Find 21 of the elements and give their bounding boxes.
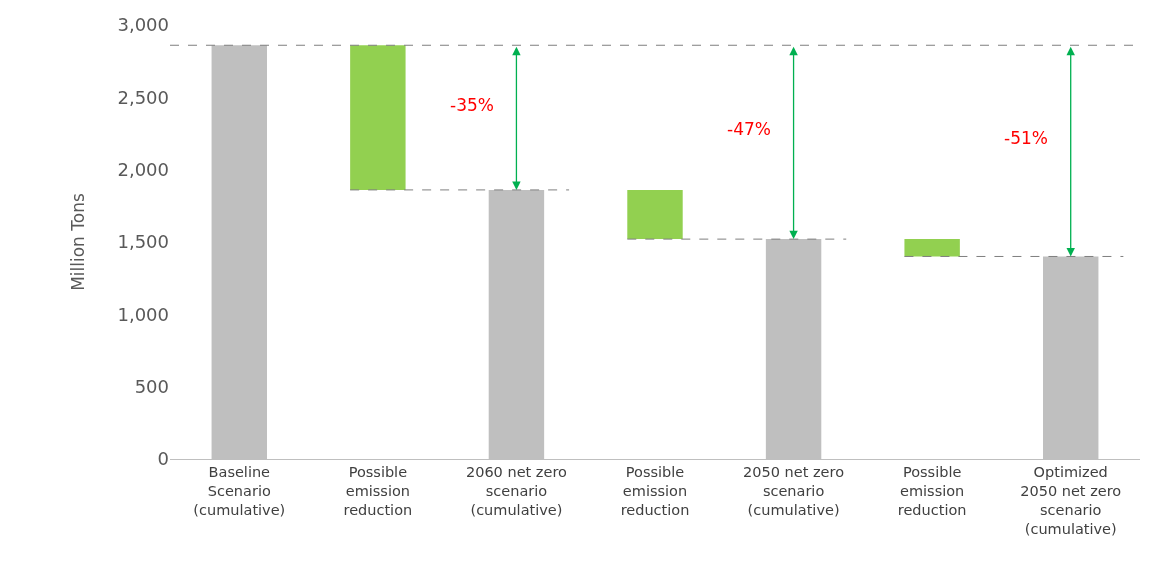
annotation: -35%	[450, 95, 494, 115]
x-tick-label: Optimized 2050 net zero scenario (cumulative)	[1020, 464, 1122, 537]
y-tick-label: 1,500	[117, 231, 169, 253]
x-tick-label: Possible emission reduction	[343, 464, 413, 519]
y-tick-label: 1,000	[117, 303, 169, 325]
y-axis-title: Million Tons	[68, 193, 89, 291]
y-tick-label: 3,000	[117, 14, 169, 36]
bar	[904, 239, 960, 257]
x-tick-label: 2060 net zero scenario (cumulative)	[465, 464, 568, 519]
bar	[627, 189, 683, 240]
y-tick-label: 2,500	[117, 86, 169, 108]
x-tick-label: Baseline Scenario (cumulative)	[193, 464, 286, 519]
x-tick-label: Possible emission reduction	[620, 464, 690, 519]
bar	[350, 45, 406, 190]
y-tick-label: 500	[134, 375, 169, 397]
y-tick-label: 2,000	[117, 158, 169, 180]
x-tick-label: Possible emission reduction	[897, 464, 967, 519]
x-tick-label: 2050 net zero scenario (cumulative)	[743, 464, 845, 519]
annotation: -51%	[1004, 128, 1048, 148]
annotation: -47%	[727, 119, 771, 139]
y-tick-label: 0	[157, 448, 169, 470]
